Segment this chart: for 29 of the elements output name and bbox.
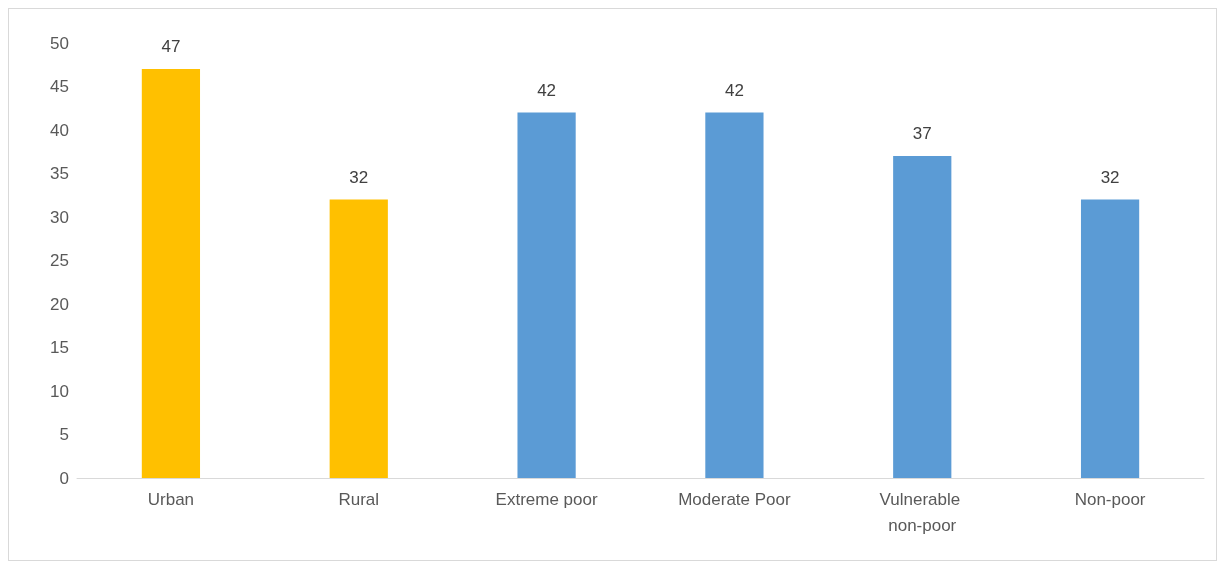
- bar: [141, 69, 201, 478]
- x-tick-label: Urban: [147, 489, 195, 509]
- y-tick-label: 30: [50, 207, 69, 227]
- x-tick-label: Vulnerable non-poor: [879, 489, 965, 535]
- data-label: 47: [161, 37, 181, 57]
- y-tick-label: 0: [59, 468, 69, 488]
- data-label: 42: [724, 80, 744, 100]
- bar: [705, 112, 764, 478]
- y-tick-label: 25: [50, 251, 69, 270]
- data-label: 37: [912, 124, 932, 144]
- data-label: 32: [349, 167, 369, 187]
- bar: [1080, 199, 1140, 478]
- y-tick-label: 15: [50, 338, 69, 357]
- x-tick-label: Non-poor: [1074, 489, 1146, 509]
- bar: [329, 199, 388, 478]
- y-tick-label: 35: [50, 164, 69, 183]
- y-tick-label: 20: [50, 294, 69, 314]
- data-label: 32: [1100, 167, 1120, 187]
- y-tick-label: 5: [59, 425, 69, 444]
- y-tick-label: 10: [50, 381, 69, 401]
- y-tick-label: 50: [50, 33, 69, 53]
- x-tick-label: Moderate Poor: [678, 489, 791, 509]
- bar: [517, 112, 576, 478]
- x-tick-label: Extreme poor: [495, 489, 598, 509]
- bar: [893, 156, 952, 478]
- y-tick-label: 40: [50, 120, 69, 140]
- x-tick-label: Rural: [338, 489, 380, 509]
- y-tick-label: 45: [50, 77, 69, 96]
- data-label: 42: [537, 80, 557, 100]
